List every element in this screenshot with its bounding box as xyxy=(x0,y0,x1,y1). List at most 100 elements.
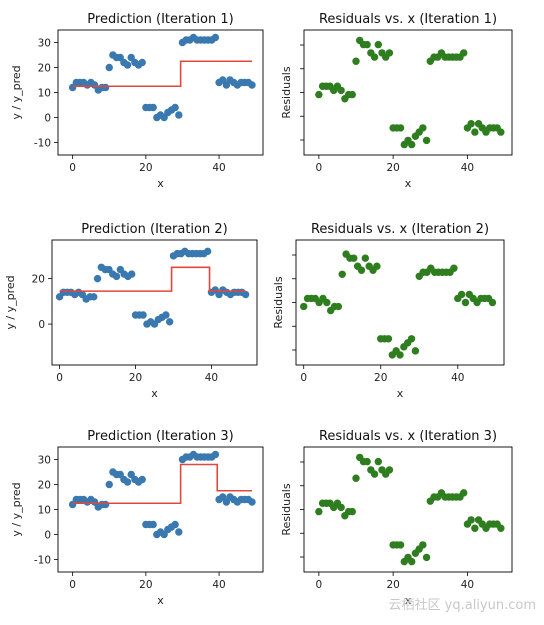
data-point xyxy=(408,557,416,566)
data-point xyxy=(363,40,371,49)
data-point xyxy=(460,49,468,57)
data-point xyxy=(497,128,505,136)
data-point xyxy=(471,524,479,532)
data-point xyxy=(203,247,212,256)
x-tick-label: 0 xyxy=(69,579,76,591)
x-axis-label: x xyxy=(157,177,164,190)
x-tick-label: 20 xyxy=(386,162,399,174)
data-point xyxy=(138,475,146,484)
x-axis-label: x xyxy=(397,387,404,400)
y-tick-label: 10 xyxy=(38,505,51,517)
data-point xyxy=(101,83,110,92)
prediction-line xyxy=(72,463,253,505)
data-point xyxy=(488,298,497,307)
data-point xyxy=(396,351,404,359)
y-axis-label: y / y_pred xyxy=(10,482,23,536)
plot-frame xyxy=(303,446,513,573)
data-point xyxy=(374,40,382,49)
data-point xyxy=(385,466,394,474)
data-point xyxy=(248,498,256,506)
data-point xyxy=(370,470,379,478)
data-point xyxy=(411,347,420,355)
data-point xyxy=(460,489,468,497)
plot-frame xyxy=(57,29,264,156)
x-axis-label: x xyxy=(405,594,412,607)
data-point xyxy=(241,290,250,299)
data-point xyxy=(149,103,157,112)
y-axis-label: Residuals xyxy=(280,66,293,118)
data-point xyxy=(471,128,479,136)
data-point xyxy=(211,450,220,459)
x-tick-label: 0 xyxy=(316,579,323,591)
y-tick-label: 20 xyxy=(38,63,51,75)
data-point xyxy=(461,298,470,307)
data-point xyxy=(419,124,427,132)
data-point xyxy=(457,290,466,299)
data-point xyxy=(315,507,323,516)
data-point xyxy=(112,272,121,281)
chart-panel-4: Residuals vs. x (Iteration 2) x Residuals 0… xyxy=(272,222,505,400)
y-axis-label: y / y_pred xyxy=(10,65,23,119)
data-point xyxy=(139,311,147,319)
x-tick-label: 0 xyxy=(69,162,76,174)
chart-title: Prediction (Iteration 3) xyxy=(87,429,233,444)
data-point xyxy=(352,57,360,65)
y-tick-label: 0 xyxy=(44,113,51,125)
chart-title: Residuals vs. x (Iteration 2) xyxy=(311,222,489,237)
x-tick-label: 20 xyxy=(139,579,152,591)
data-point xyxy=(350,254,358,262)
x-axis-label: x xyxy=(405,177,412,190)
plot-frame xyxy=(295,239,505,366)
x-tick-label: 40 xyxy=(212,579,225,591)
data-point xyxy=(408,140,416,149)
data-point xyxy=(128,270,136,278)
plot-frame xyxy=(303,29,513,156)
x-tick-label: 40 xyxy=(461,579,474,591)
x-tick-label: 40 xyxy=(205,372,218,384)
data-point xyxy=(171,103,179,112)
chart-title: Prediction (Iteration 1) xyxy=(87,12,233,27)
y-tick-label: -10 xyxy=(34,138,51,150)
chart-panel-2: Residuals vs. x (Iteration 1) x Residuals 0… xyxy=(280,12,513,190)
x-tick-label: 0 xyxy=(300,372,307,384)
x-tick-label: 40 xyxy=(212,162,225,174)
data-point xyxy=(300,302,308,311)
x-tick-label: 20 xyxy=(386,579,399,591)
data-point xyxy=(373,262,381,270)
data-point xyxy=(149,520,157,529)
data-point xyxy=(323,298,331,307)
chart-title: Residuals vs. x (Iteration 1) xyxy=(319,12,497,27)
data-point xyxy=(175,111,183,119)
x-tick-label: 40 xyxy=(451,372,464,384)
data-point xyxy=(396,124,405,132)
plot-frame xyxy=(57,446,264,573)
y-tick-label: 20 xyxy=(38,480,51,492)
x-axis-label: x xyxy=(151,387,158,400)
y-axis-label: Residuals xyxy=(272,276,285,328)
y-tick-label: 30 xyxy=(38,455,51,467)
data-point xyxy=(338,270,346,278)
y-axis-label: y / y_pred xyxy=(4,275,17,329)
data-point xyxy=(497,524,505,532)
x-tick-label: 20 xyxy=(374,372,387,384)
data-point xyxy=(467,120,475,128)
data-point xyxy=(105,480,113,489)
y-tick-label: 30 xyxy=(38,38,51,50)
x-axis-label: x xyxy=(157,594,164,607)
data-point xyxy=(384,335,393,343)
data-point xyxy=(90,293,98,301)
chart-title: Prediction (Iteration 2) xyxy=(81,222,227,237)
chart-panel-1: Prediction (Iteration 1) x y / y_pred 0 20 40… xyxy=(10,12,264,190)
chart-title: Residuals vs. x (Iteration 3) xyxy=(319,429,497,444)
data-point xyxy=(175,528,183,536)
data-point xyxy=(123,61,132,69)
y-tick-label: 10 xyxy=(38,88,51,100)
data-point xyxy=(315,90,323,99)
data-point xyxy=(171,520,179,529)
data-point xyxy=(101,500,110,509)
data-point xyxy=(467,516,475,524)
data-point xyxy=(105,63,113,72)
chart-panel-3: Prediction (Iteration 2) x y / y_pred 0 20 40… xyxy=(4,222,258,400)
data-point xyxy=(211,33,220,42)
x-tick-label: 20 xyxy=(129,372,142,384)
